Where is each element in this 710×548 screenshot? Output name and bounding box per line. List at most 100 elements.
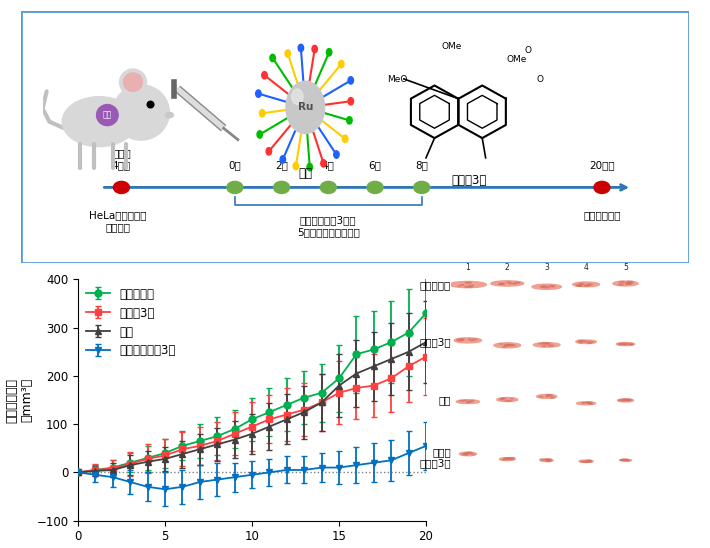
- Circle shape: [552, 286, 555, 287]
- Circle shape: [114, 181, 129, 193]
- Circle shape: [124, 73, 143, 92]
- Ellipse shape: [457, 400, 479, 403]
- Circle shape: [623, 399, 629, 401]
- Circle shape: [321, 159, 326, 167]
- Circle shape: [618, 399, 625, 401]
- Circle shape: [266, 147, 272, 155]
- Circle shape: [588, 403, 591, 404]
- Circle shape: [462, 454, 468, 455]
- Text: 2日: 2日: [275, 160, 288, 170]
- Text: O: O: [537, 75, 544, 84]
- Circle shape: [576, 284, 582, 286]
- Ellipse shape: [537, 395, 557, 398]
- Ellipse shape: [540, 459, 553, 461]
- Circle shape: [465, 282, 471, 283]
- Circle shape: [280, 156, 285, 163]
- Circle shape: [327, 49, 332, 56]
- Circle shape: [626, 283, 630, 284]
- Circle shape: [628, 400, 630, 401]
- Circle shape: [259, 110, 265, 117]
- Circle shape: [621, 459, 625, 460]
- Circle shape: [504, 345, 509, 346]
- Circle shape: [471, 340, 474, 341]
- Circle shape: [546, 459, 548, 460]
- Circle shape: [468, 452, 472, 453]
- Ellipse shape: [165, 112, 173, 118]
- Circle shape: [97, 105, 118, 125]
- Text: マウスを剖検: マウスを剖検: [583, 210, 621, 220]
- Circle shape: [468, 287, 472, 288]
- Circle shape: [544, 287, 549, 288]
- Circle shape: [627, 281, 633, 282]
- Ellipse shape: [620, 459, 631, 461]
- Circle shape: [589, 341, 594, 342]
- Circle shape: [473, 339, 477, 340]
- Circle shape: [339, 60, 344, 68]
- Text: 生理食塩水: 生理食塩水: [420, 280, 451, 290]
- Circle shape: [498, 283, 505, 284]
- Circle shape: [629, 344, 633, 345]
- Text: 触媒: 触媒: [438, 395, 451, 405]
- Circle shape: [457, 340, 462, 341]
- Circle shape: [506, 344, 510, 345]
- Text: HeLaがん細胞を
皮下注射: HeLaがん細胞を 皮下注射: [89, 210, 147, 232]
- Circle shape: [624, 344, 626, 345]
- Text: 2: 2: [505, 263, 510, 272]
- Text: O: O: [525, 45, 532, 55]
- Circle shape: [270, 54, 275, 61]
- Circle shape: [273, 181, 290, 193]
- Circle shape: [147, 101, 154, 108]
- Circle shape: [348, 77, 354, 84]
- Circle shape: [469, 285, 474, 286]
- Circle shape: [501, 398, 506, 399]
- Circle shape: [623, 343, 628, 345]
- Circle shape: [514, 282, 520, 283]
- Text: Ru: Ru: [297, 102, 313, 112]
- Circle shape: [589, 403, 593, 404]
- Circle shape: [626, 283, 632, 284]
- Circle shape: [584, 341, 588, 342]
- Circle shape: [587, 461, 592, 463]
- Circle shape: [594, 181, 610, 193]
- Circle shape: [586, 460, 591, 461]
- Circle shape: [463, 453, 467, 454]
- Ellipse shape: [579, 460, 593, 463]
- Ellipse shape: [497, 397, 518, 402]
- Circle shape: [545, 459, 549, 460]
- Circle shape: [334, 151, 339, 158]
- Ellipse shape: [613, 281, 638, 286]
- Circle shape: [629, 344, 633, 345]
- Circle shape: [465, 454, 469, 455]
- Text: 原料（3）: 原料（3）: [451, 174, 486, 187]
- Circle shape: [508, 283, 512, 284]
- Text: 3: 3: [545, 263, 549, 272]
- Circle shape: [506, 345, 512, 346]
- Circle shape: [621, 344, 625, 345]
- Circle shape: [298, 44, 304, 52]
- Circle shape: [587, 284, 592, 285]
- Y-axis label: がんの大きさ
（mm³）: がんの大きさ （mm³）: [6, 378, 33, 423]
- Circle shape: [367, 181, 383, 193]
- Text: 4日: 4日: [322, 160, 334, 170]
- Circle shape: [619, 281, 625, 283]
- Circle shape: [506, 282, 510, 283]
- Circle shape: [545, 459, 552, 460]
- Circle shape: [342, 135, 348, 142]
- Circle shape: [626, 399, 632, 401]
- Ellipse shape: [62, 96, 136, 147]
- Circle shape: [506, 458, 510, 459]
- Circle shape: [626, 282, 633, 284]
- Circle shape: [539, 396, 543, 397]
- Circle shape: [511, 398, 513, 399]
- Circle shape: [348, 98, 354, 105]
- Text: 6日: 6日: [368, 160, 381, 170]
- Circle shape: [542, 342, 548, 344]
- Text: 20日後: 20日後: [589, 160, 615, 170]
- Circle shape: [580, 461, 585, 462]
- Text: 0日: 0日: [229, 160, 241, 170]
- Circle shape: [502, 459, 507, 460]
- Ellipse shape: [576, 340, 596, 344]
- Circle shape: [589, 460, 591, 461]
- Circle shape: [508, 458, 513, 460]
- Circle shape: [285, 50, 290, 57]
